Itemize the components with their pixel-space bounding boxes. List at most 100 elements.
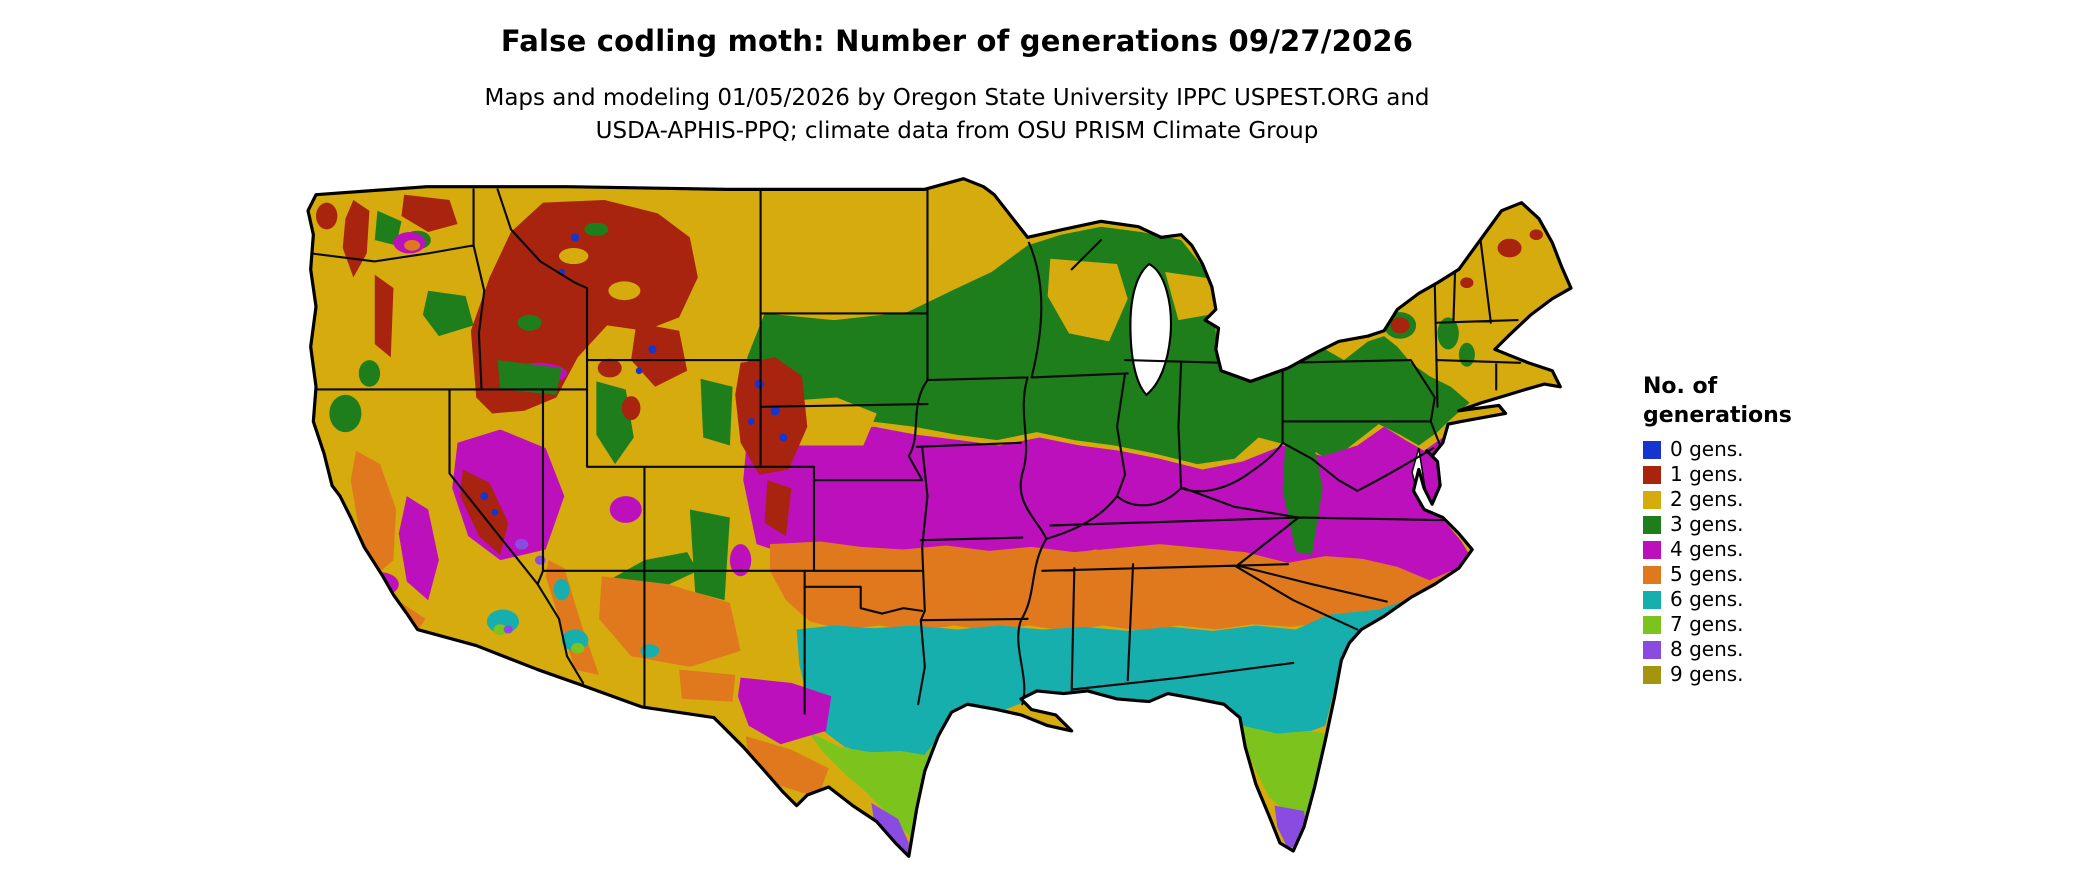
map-patch-green xyxy=(422,290,474,337)
map-patch-green-speck xyxy=(517,314,542,331)
map-patch-blue xyxy=(480,492,489,501)
legend-title: No. of generations xyxy=(1643,372,1873,430)
map-patch-teal xyxy=(640,644,660,658)
legend: No. of generations 0 gens. 1 gens. 2 gens.… xyxy=(1643,372,1873,687)
legend-swatch xyxy=(1643,665,1661,684)
us-map-svg xyxy=(306,177,1573,872)
map-patch-red xyxy=(316,202,338,230)
map-patch-green xyxy=(358,360,381,387)
map-patch-red xyxy=(621,396,641,421)
map-region-9-gens-keys xyxy=(1268,861,1275,868)
map-patch-wisconsin-yellow xyxy=(1047,258,1128,342)
map-patch-purple xyxy=(503,625,513,634)
map-patch-teal xyxy=(553,578,570,601)
map-patch-magenta xyxy=(609,496,642,523)
map-patch-green xyxy=(689,509,730,601)
legend-label: 7 gens. xyxy=(1670,612,1744,636)
legend-label: 9 gens. xyxy=(1670,662,1744,686)
legend-item: 6 gens. xyxy=(1643,587,1873,612)
legend-swatch xyxy=(1643,465,1661,484)
map-patch-adirondack-red xyxy=(1390,317,1410,334)
map-region-7-gens-florida xyxy=(1242,725,1328,817)
legend-item: 9 gens. xyxy=(1643,662,1873,687)
map-region-appalachian-wedge xyxy=(1282,442,1323,555)
subtitle-line-2: USDA-APHIS-PPQ; climate data from OSU PR… xyxy=(595,118,1319,144)
map-patch-purple xyxy=(514,538,529,550)
legend-item: 5 gens. xyxy=(1643,562,1873,587)
legend-swatch xyxy=(1643,440,1661,459)
map-patch-lime xyxy=(493,624,507,635)
legend-label: 4 gens. xyxy=(1670,537,1744,561)
map-region-7-gens-texas xyxy=(807,730,939,838)
legend-item: 4 gens. xyxy=(1643,537,1873,562)
legend-label: 5 gens. xyxy=(1670,562,1744,586)
legend-swatch xyxy=(1643,615,1661,634)
map-patch-blue xyxy=(770,406,780,416)
legend-items: 0 gens. 1 gens. 2 gens. 3 gens. 4 gens. 5 gen… xyxy=(1643,437,1873,687)
map-region-9-gens-keys xyxy=(1293,862,1299,868)
map-patch-red xyxy=(401,194,458,233)
map-patch-lime xyxy=(571,642,585,654)
map-patch-magenta xyxy=(729,544,752,577)
legend-label: 2 gens. xyxy=(1670,487,1744,511)
map-region-9-gens-keys xyxy=(1280,865,1287,872)
map-patch-green xyxy=(374,210,402,246)
map-patch-orange xyxy=(404,240,421,251)
legend-title-line-2: generations xyxy=(1643,403,1792,428)
legend-swatch xyxy=(1643,640,1661,659)
map-patch-green-speck xyxy=(497,360,562,395)
legend-item: 3 gens. xyxy=(1643,512,1873,537)
map-patch-blue xyxy=(779,433,788,442)
map-region-8-gens-texas-tip xyxy=(871,802,909,857)
map-patch-red xyxy=(631,322,688,387)
map-patch-blue xyxy=(571,233,580,242)
map-patch-arizona-orange xyxy=(599,576,741,667)
legend-item: 8 gens. xyxy=(1643,637,1873,662)
legend-swatch xyxy=(1643,490,1661,509)
map-fill-layers xyxy=(308,178,1571,872)
map-patch-green-speck xyxy=(584,222,609,237)
legend-swatch xyxy=(1643,540,1661,559)
legend-label: 8 gens. xyxy=(1670,637,1744,661)
map-patch-big-bend-orange xyxy=(745,736,829,798)
map-patch-west-texas-magenta xyxy=(737,677,832,745)
map-patch-orange xyxy=(679,669,736,702)
legend-item: 0 gens. xyxy=(1643,437,1873,462)
legend-title-line-1: No. of xyxy=(1643,374,1718,399)
map-patch-central-valley-orange xyxy=(350,450,397,577)
map-patch-green xyxy=(1437,317,1459,350)
map-patch-red xyxy=(764,480,792,537)
map-region-6-gens-band xyxy=(796,580,1446,758)
page-title: False codling moth: Number of generation… xyxy=(500,24,1414,58)
state-borders xyxy=(309,188,1522,715)
map-patch-red xyxy=(1460,277,1474,289)
map-patch-blue xyxy=(754,379,764,389)
map-patch-yellow-speck xyxy=(559,248,589,265)
legend-swatch xyxy=(1643,590,1661,609)
map-patch-green xyxy=(700,378,733,446)
map-patch-blue xyxy=(491,508,499,516)
legend-item: 1 gens. xyxy=(1643,462,1873,487)
map-patch-blue xyxy=(648,345,657,354)
map-patch-blue xyxy=(747,418,755,425)
map-patch-blue xyxy=(635,367,643,375)
us-generations-map xyxy=(300,160,1595,887)
legend-label: 0 gens. xyxy=(1670,437,1744,461)
map-patch-magenta xyxy=(398,496,439,601)
legend-item: 2 gens. xyxy=(1643,487,1873,512)
legend-label: 3 gens. xyxy=(1670,512,1744,536)
map-patch-northern-rockies-red xyxy=(470,200,698,414)
map-patch-yellow-speck xyxy=(608,281,641,301)
legend-label: 1 gens. xyxy=(1670,462,1744,486)
map-patch-maine-red xyxy=(1497,238,1522,258)
legend-swatch xyxy=(1643,565,1661,584)
map-patch-maine-red xyxy=(1529,229,1543,241)
legend-label: 6 gens. xyxy=(1670,587,1744,611)
map-patch-green xyxy=(329,394,362,433)
map-patch-colorado-rockies-red xyxy=(735,357,808,475)
map-patch-red xyxy=(374,274,394,358)
map-patch-green xyxy=(1458,342,1475,367)
page-subtitle: Maps and modeling 01/05/2026 by Oregon S… xyxy=(307,82,1607,148)
subtitle-line-1: Maps and modeling 01/05/2026 by Oregon S… xyxy=(484,85,1430,111)
